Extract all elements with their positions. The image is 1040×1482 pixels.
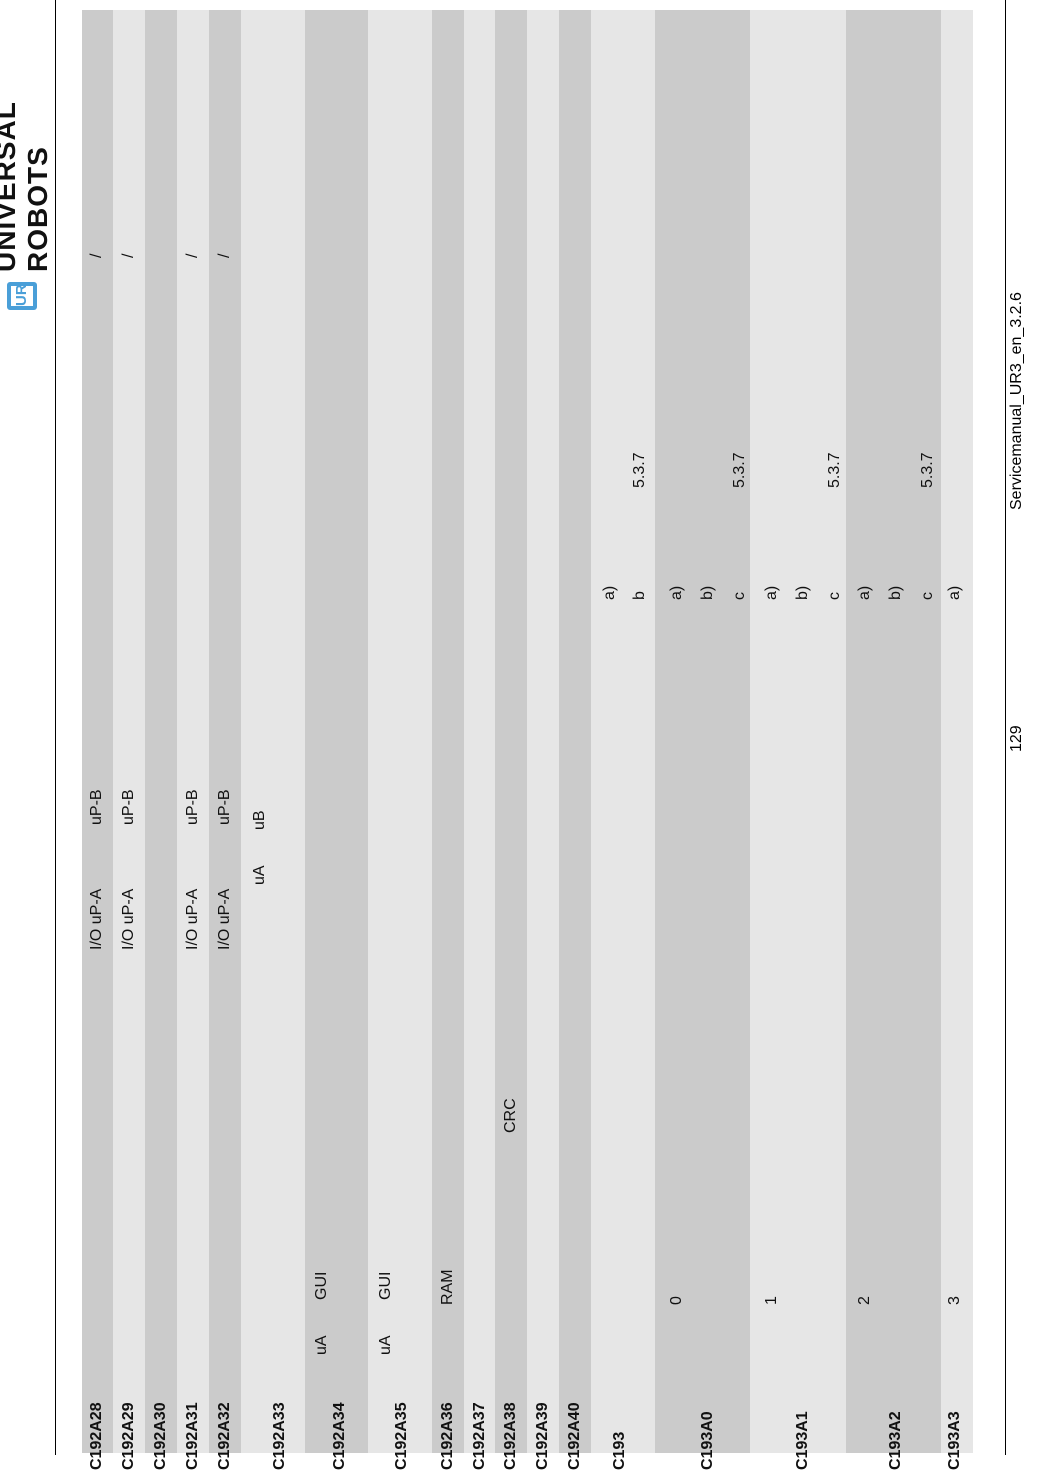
step-label: b) xyxy=(887,585,904,600)
page-number: 129 xyxy=(1008,725,1025,752)
table-row xyxy=(655,10,750,1453)
error-code: C192A39 xyxy=(534,1402,551,1470)
ur-logo-icon: UR xyxy=(7,282,37,310)
step-label: b) xyxy=(794,585,811,600)
logo-wordmark: UNIVERSAL ROBOTS xyxy=(0,101,53,272)
error-code: C193 xyxy=(611,1431,628,1470)
cell-io: I/O uP-A xyxy=(184,888,201,950)
error-code: C192A35 xyxy=(393,1402,410,1470)
error-code: C193A2 xyxy=(887,1411,904,1470)
table-row xyxy=(209,10,241,1453)
error-code: C192A30 xyxy=(152,1402,169,1470)
error-code: C193A3 xyxy=(946,1411,963,1470)
cell-ua: uA xyxy=(313,1335,330,1355)
table-row xyxy=(750,10,846,1453)
section-reference: 5.3.7 xyxy=(826,452,843,488)
error-code: C193A1 xyxy=(794,1411,811,1470)
error-code: C192A29 xyxy=(120,1402,137,1470)
section-reference: 5.3.7 xyxy=(731,452,748,488)
cell-io: I/O uP-A xyxy=(120,888,137,950)
universal-robots-logo: UR UNIVERSAL ROBOTS xyxy=(0,0,53,310)
cell-number: 2 xyxy=(856,1296,873,1305)
table-row xyxy=(113,10,145,1453)
document-name: Servicemanual_UR3_en_3.2.6 xyxy=(1008,292,1025,510)
cell-io: I/O uP-A xyxy=(88,888,105,950)
cell-slash: / xyxy=(88,253,105,258)
error-code: C192A28 xyxy=(88,1402,105,1470)
cell-gui: GUI xyxy=(377,1271,394,1300)
cell-gui: GUI xyxy=(313,1271,330,1300)
cell-io: I/O uP-A xyxy=(216,888,233,950)
step-label: a) xyxy=(601,585,618,600)
table-row xyxy=(464,10,495,1453)
section-reference: 5.3.7 xyxy=(919,452,936,488)
step-label: b xyxy=(631,591,648,600)
error-code: C193A0 xyxy=(699,1411,716,1470)
cell-ua: uA xyxy=(251,865,268,885)
error-code: C192A36 xyxy=(439,1402,456,1470)
cell-ub: uB xyxy=(251,810,268,830)
cell-upb: uP-B xyxy=(88,789,105,825)
cell-slash: / xyxy=(216,253,233,258)
error-code: C192A31 xyxy=(184,1402,201,1470)
table-row xyxy=(177,10,209,1453)
error-code: C192A34 xyxy=(331,1402,348,1470)
table-row xyxy=(432,10,464,1453)
cell-upb: uP-B xyxy=(184,789,201,825)
table-row xyxy=(305,10,368,1453)
table-row xyxy=(368,10,432,1453)
table-row xyxy=(559,10,591,1453)
cell-slash: / xyxy=(184,253,201,258)
table-row xyxy=(941,10,973,1453)
step-label: a) xyxy=(668,585,685,600)
error-code: C192A33 xyxy=(271,1402,288,1470)
cell-upb: uP-B xyxy=(216,789,233,825)
header-rule xyxy=(55,0,56,1455)
error-code: C192A38 xyxy=(502,1402,519,1470)
step-label: a) xyxy=(946,585,963,600)
step-label: c xyxy=(919,592,936,600)
error-code: C192A32 xyxy=(216,1402,233,1470)
cell-slash: / xyxy=(120,253,137,258)
error-code: C192A40 xyxy=(566,1402,583,1470)
table-row xyxy=(82,10,113,1453)
table-row xyxy=(145,10,177,1453)
table-row xyxy=(591,10,655,1453)
cell-upb: uP-B xyxy=(120,789,137,825)
table-row xyxy=(495,10,527,1453)
cell-ram: RAM xyxy=(439,1269,456,1305)
table-row xyxy=(241,10,305,1453)
table-row xyxy=(846,10,941,1453)
table-row xyxy=(527,10,559,1453)
step-label: b) xyxy=(699,585,716,600)
section-reference: 5.3.7 xyxy=(631,452,648,488)
cell-crc: CRC xyxy=(502,1098,519,1133)
step-label: a) xyxy=(856,585,873,600)
error-code: C192A37 xyxy=(471,1402,488,1470)
cell-number: 0 xyxy=(668,1296,685,1305)
step-label: c xyxy=(826,592,843,600)
step-label: c xyxy=(731,592,748,600)
cell-ua: uA xyxy=(377,1335,394,1355)
step-label: a) xyxy=(763,585,780,600)
cell-number: 1 xyxy=(763,1296,780,1305)
footer-rule xyxy=(1005,0,1006,1455)
cell-number: 3 xyxy=(946,1296,963,1305)
